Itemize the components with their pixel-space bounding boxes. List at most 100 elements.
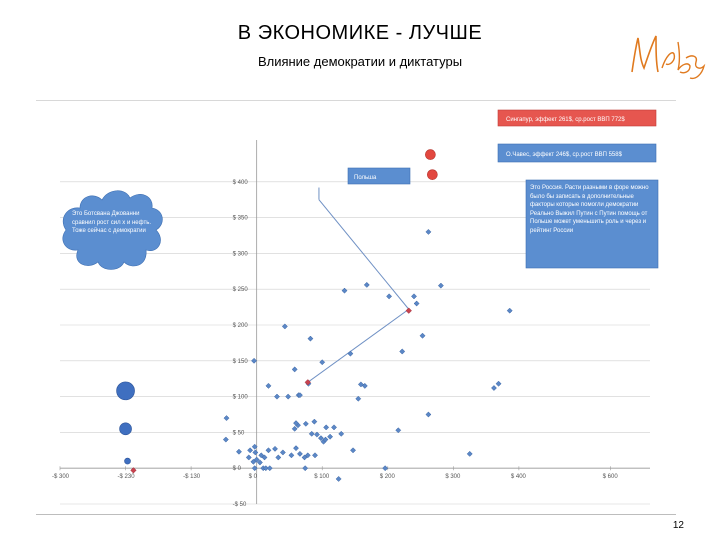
data-point: [355, 395, 362, 402]
data-point: [304, 452, 311, 459]
highlight-point: [405, 307, 412, 314]
y-tick-label: -$ 50: [233, 502, 247, 508]
y-tick-label: $ 200: [233, 323, 249, 329]
data-point: [419, 332, 426, 339]
data-point: [265, 447, 272, 454]
x-tick-label: $ 200: [380, 474, 396, 480]
data-point: [275, 454, 282, 461]
data-point: [281, 323, 288, 330]
x-tick-label: $ 400: [511, 474, 527, 480]
data-point: [466, 450, 473, 457]
data-point: [279, 449, 286, 456]
data-point: [341, 287, 348, 294]
data-point: [307, 335, 314, 342]
data-point: [347, 350, 354, 357]
highlight-point: [304, 379, 311, 386]
y-tick-label: $ 350: [233, 216, 249, 222]
data-point: [250, 458, 257, 465]
data-point: [491, 385, 497, 391]
data-point: [245, 454, 252, 461]
y-tick-label: $ 100: [233, 395, 249, 401]
data-point: [256, 459, 263, 466]
y-tick-label: $ 400: [233, 180, 249, 186]
data-points: [116, 149, 513, 482]
data-point: [291, 366, 298, 373]
data-point: [399, 348, 406, 355]
data-point: [437, 282, 444, 289]
data-point: [386, 293, 393, 300]
data-point: [327, 433, 334, 440]
logo-icon: [631, 35, 706, 80]
data-point: [296, 450, 303, 457]
y-tick-label: $ 0: [233, 466, 242, 472]
data-point: [382, 465, 389, 472]
data-point: [411, 293, 417, 300]
data-point: [413, 300, 420, 307]
data-point: [285, 393, 292, 400]
data-point: [258, 452, 265, 459]
data-point: [395, 427, 402, 434]
data-point: [251, 357, 257, 364]
data-point: [495, 380, 502, 387]
data-point: [274, 393, 280, 400]
data-point: [261, 454, 268, 461]
annotation-chavez: О.Чавес, эффект 246$, ср.рост ВВП 558$: [497, 143, 657, 163]
axes: [59, 140, 650, 504]
data-point: [308, 430, 315, 437]
annotation-poland: Польша: [347, 167, 411, 185]
data-point: [363, 281, 370, 288]
data-point: [288, 452, 295, 459]
data-point: [335, 475, 342, 482]
tick-labels: -$ 50 $ 0 $ 50 $ 100 $ 150 $ 200 $ 250 $ 300 $ 3…: [52, 180, 618, 508]
x-tick-label: $ 100: [314, 474, 330, 480]
annotation-singapore-text: Сингапур, эффект 261$, ср.рост ВВП 772$: [506, 117, 625, 123]
data-point: [296, 392, 303, 399]
highlight-point: [130, 467, 137, 474]
data-point: [293, 420, 299, 427]
data-point: [266, 465, 273, 472]
annotation-poland-text: Польша: [354, 175, 377, 181]
y-tick-label: $ 250: [233, 287, 249, 293]
page-subtitle: Влияние демократии и диктатуры: [257, 54, 463, 69]
data-point: [251, 465, 258, 472]
bubble-point: [124, 457, 131, 465]
highlight-point: [425, 149, 436, 160]
annotation-russia: Это Россия. Расти разными в форе можно б…: [525, 179, 659, 269]
data-point: [293, 445, 299, 452]
data-point: [302, 420, 309, 427]
data-point: [272, 445, 278, 452]
annotation-chavez-text: О.Чавес, эффект 246$, ср.рост ВВП 558$: [506, 152, 623, 158]
x-tick-label: -$ 230: [118, 474, 136, 480]
annotation-botswana-text: Это Ботсвана Джованни сравнил рост сил х…: [72, 211, 151, 234]
data-point: [338, 430, 345, 437]
y-tick-label: $ 150: [233, 359, 249, 365]
highlight-point: [427, 169, 438, 180]
annotation-singapore: Сингапур, эффект 261$, ср.рост ВВП 772$: [497, 109, 657, 127]
data-point: [357, 381, 364, 388]
data-point: [319, 359, 326, 366]
data-point: [265, 382, 272, 389]
y-tick-label: $ 300: [233, 251, 249, 257]
bubble-point: [116, 381, 135, 401]
data-point: [302, 465, 309, 472]
annotation-botswana: Это Ботсвана Джованни сравнил рост сил х…: [62, 190, 163, 270]
x-tick-label: $ 0: [249, 474, 258, 480]
data-point: [236, 448, 242, 455]
trend-line: [307, 308, 410, 383]
data-point: [317, 435, 324, 442]
data-point: [247, 447, 254, 454]
x-tick-label: -$ 130: [183, 474, 201, 480]
footer-divider: [36, 514, 676, 515]
y-tick-label: $ 50: [233, 430, 245, 436]
trend-line: [318, 199, 410, 310]
data-point: [251, 443, 258, 450]
trend-lines: [307, 187, 410, 383]
x-tick-label: $ 300: [445, 474, 461, 480]
data-point: [350, 447, 356, 454]
bubble-point: [119, 422, 132, 436]
page-number: 12: [672, 520, 684, 531]
page-title: В ЭКОНОМИКЕ - ЛУЧШЕ: [237, 22, 483, 44]
x-tick-label: $ 600: [603, 474, 619, 480]
data-point: [262, 465, 269, 472]
data-point: [222, 436, 229, 443]
